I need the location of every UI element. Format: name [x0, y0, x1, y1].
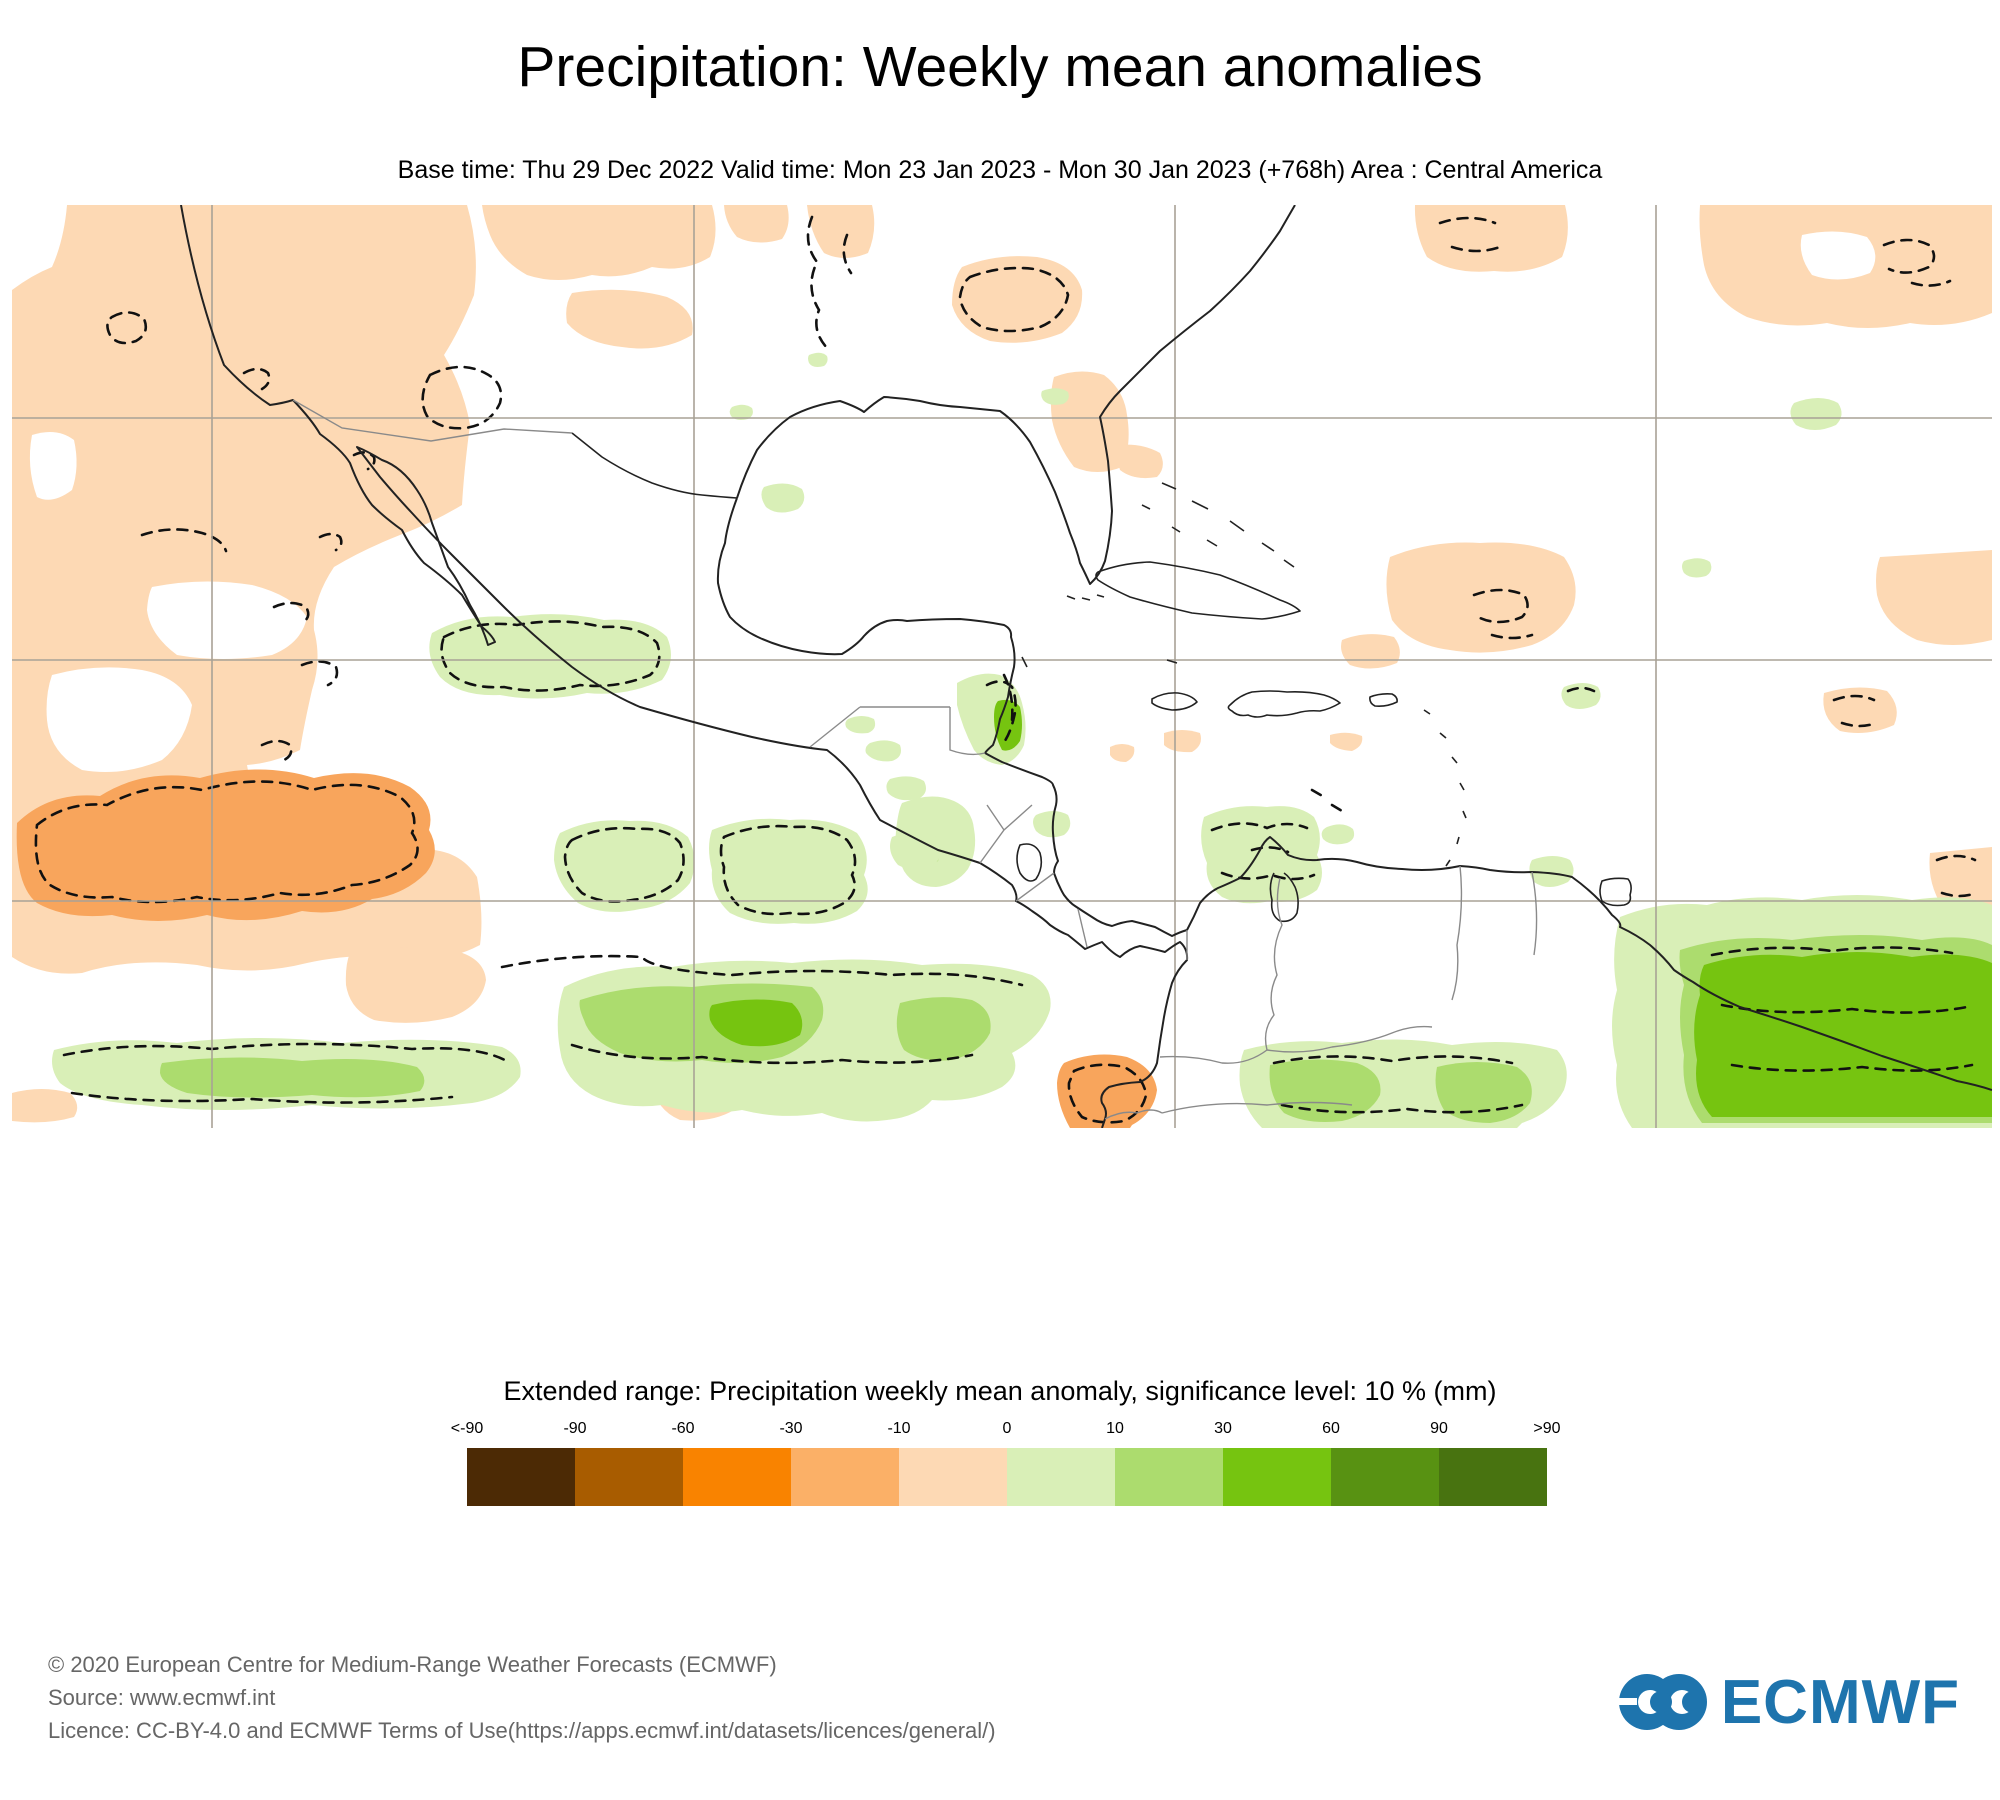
- coast-rio-grande: [571, 432, 738, 499]
- coast-florida-keys: [1066, 594, 1105, 601]
- legend-swatch: [899, 1448, 1007, 1506]
- legend-swatch: [791, 1448, 899, 1506]
- legend-tick-label: -90: [563, 1420, 587, 1437]
- island-puerto-rico: [1369, 693, 1398, 707]
- graticule-grid: [12, 205, 1992, 1128]
- island-hispaniola: [1227, 690, 1341, 718]
- island-cuba: [1095, 561, 1301, 620]
- islands-lesser-antilles: [1423, 709, 1467, 867]
- legend-tick-label: -30: [779, 1420, 803, 1437]
- footer-attribution: © 2020 European Centre for Medium-Range …: [48, 1648, 996, 1747]
- anomaly-map-svg: [12, 204, 1993, 1129]
- country-borders: [292, 399, 1538, 1120]
- legend-tick-label: <-90: [450, 1420, 484, 1437]
- island-trinidad: [1599, 877, 1632, 907]
- legend-swatch: [1007, 1448, 1115, 1506]
- anomaly-map: [12, 204, 1993, 1129]
- legend-tick-label: 10: [1106, 1420, 1124, 1437]
- ecmwf-logo-text: ECMWF: [1720, 1667, 1960, 1737]
- legend-swatch: [1223, 1448, 1331, 1506]
- coastlines: [180, 204, 1993, 1129]
- page-subtitle: Base time: Thu 29 Dec 2022 Valid time: M…: [397, 156, 1603, 184]
- island-jamaica: [1151, 692, 1198, 711]
- page-title: Precipitation: Weekly mean anomalies: [517, 35, 1483, 99]
- legend-swatch-row: [467, 1448, 1547, 1506]
- footer-licence: Licence: CC-BY-4.0 and ECMWF Terms of Us…: [48, 1718, 996, 1743]
- lake-maracaibo: [1269, 872, 1299, 923]
- legend-colorbar: <-90 -90 -60 -30 -10 0 10 30 60 90 >90: [451, 1420, 1561, 1512]
- legend-tick-label: 0: [1002, 1420, 1012, 1437]
- legend-tick-label: 30: [1214, 1420, 1232, 1437]
- legend-swatch: [1115, 1448, 1223, 1506]
- legend-tick-label: 90: [1430, 1420, 1448, 1437]
- wet-anomaly-green-layer: [52, 352, 1992, 1128]
- coast-north-america-pacific: [180, 204, 1189, 1129]
- legend-title: Extended range: Precipitation weekly mea…: [503, 1376, 1497, 1406]
- legend: Extended range: Precipitation weekly mea…: [0, 1376, 2000, 1506]
- significance-contours: [34, 215, 1978, 1124]
- legend-swatch: [575, 1448, 683, 1506]
- legend-tick-label: -60: [671, 1420, 695, 1437]
- lake-nicaragua: [1016, 843, 1043, 882]
- islands-bahamas: [1141, 482, 1295, 568]
- coast-us-gulf-florida-east: [736, 204, 1296, 585]
- ecmwf-logo: ECMWF: [1616, 1662, 1960, 1742]
- footer-source: Source: www.ecmwf.int: [48, 1685, 276, 1710]
- legend-swatch: [1331, 1448, 1439, 1506]
- legend-swatch: [683, 1448, 791, 1506]
- legend-tick-label: -10: [887, 1420, 911, 1437]
- legend-swatch: [1439, 1448, 1547, 1506]
- legend-swatch: [467, 1448, 575, 1506]
- footer-copyright: © 2020 European Centre for Medium-Range …: [48, 1652, 777, 1677]
- ecmwf-logo-icon: [1616, 1674, 1707, 1730]
- coast-gulf-and-caribbean: [716, 497, 1993, 1091]
- legend-tick-label: 60: [1322, 1420, 1340, 1437]
- island-cayman-cozumel: [1021, 656, 1178, 668]
- legend-tick-label: >90: [1533, 1420, 1561, 1437]
